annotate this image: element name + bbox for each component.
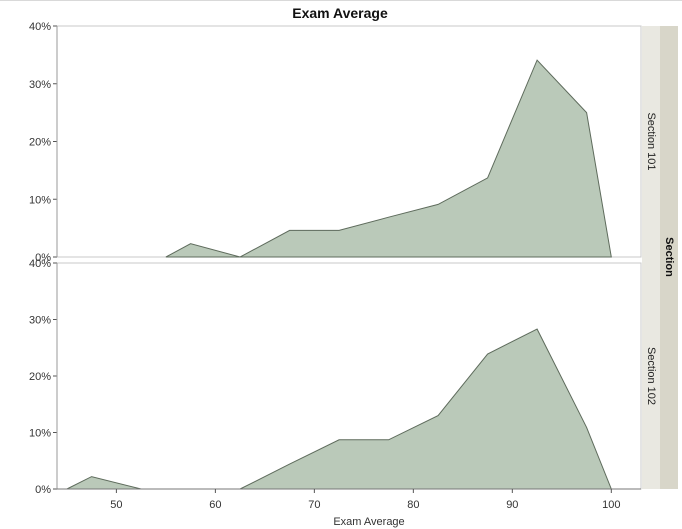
y-tick-label: 40% [29,258,51,270]
y-tick-label: 30% [29,315,51,327]
group-label-background [660,26,678,489]
y-tick-label: 40% [29,21,51,33]
top-border [0,0,682,1]
x-tick-label: 50 [110,499,122,511]
x-tick-label: 60 [209,499,221,511]
x-tick-label: 80 [407,499,419,511]
y-tick-label: 10% [29,194,51,206]
section-strip-label: Section 102 [645,347,657,405]
area-series [165,59,612,258]
y-tick-label: 30% [29,79,51,91]
y-tick-label: 20% [29,137,51,149]
chart-title: Exam Average [292,5,388,21]
section-strip-label: Section 101 [645,112,657,170]
y-tick-label: 0% [35,484,51,496]
group-label: Section [663,237,675,277]
x-tick-label: 70 [308,499,320,511]
y-tick-label: 20% [29,371,51,383]
x-axis-title: Exam Average [333,516,404,528]
x-tick-label: 90 [506,499,518,511]
y-tick-label: 0% [35,252,51,264]
x-tick-label: 100 [602,499,620,511]
strip-background [642,26,660,489]
y-tick-label: 10% [29,428,51,440]
